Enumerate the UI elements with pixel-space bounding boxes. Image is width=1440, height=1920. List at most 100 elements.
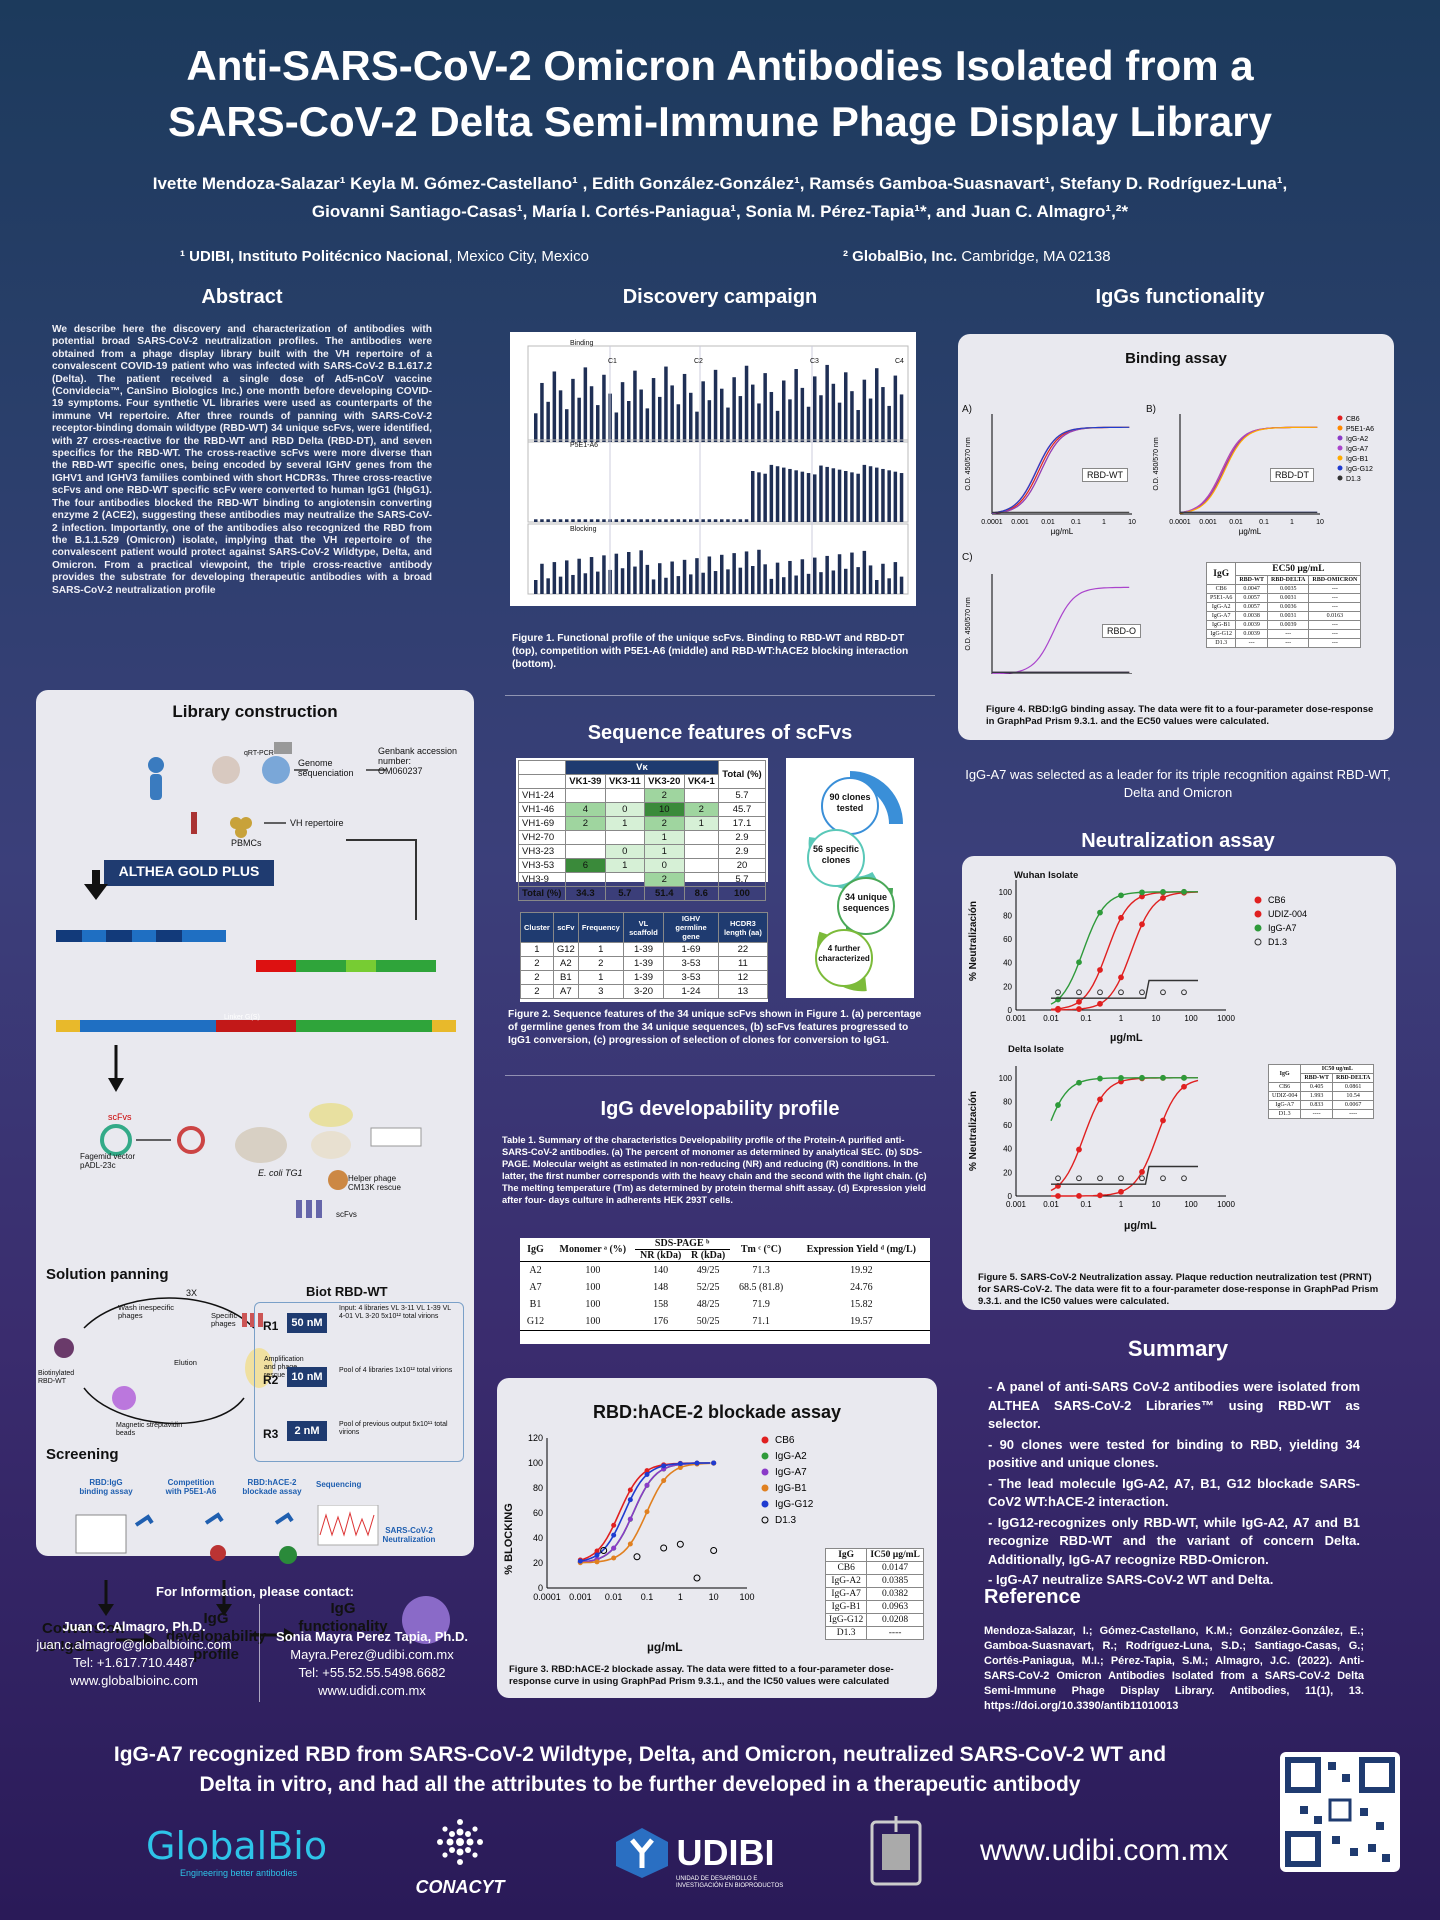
discovery-bar <box>720 388 724 442</box>
neutralization-ic-row-cell: ---- <box>1300 1109 1333 1119</box>
blockade-ic-row-cell: 0.0147 <box>866 1561 924 1575</box>
germline-row-cell <box>604 872 645 887</box>
discovery-bar <box>763 373 767 442</box>
developability-row-cell: 100 <box>585 1282 601 1293</box>
discovery-bar <box>689 519 693 522</box>
discovery-bar <box>565 409 569 442</box>
developability-row-cell: 71.9 <box>752 1299 770 1310</box>
udibi-subtitle: UNIDAD DE DESARROLLO E INVESTIGACIÓN EN … <box>676 1876 784 1889</box>
contact-1-web[interactable]: www.globalbioinc.com <box>70 1673 198 1688</box>
germline-table: Vκ Total (%) VK1-39 VK3-11 VK3-20 VK4-1 V… <box>518 760 767 901</box>
binding-legend-marker <box>1337 475 1343 481</box>
binding-curve <box>991 426 1130 514</box>
germline-row-cell: 6 <box>565 858 606 873</box>
ec50-row-cell: CB6 <box>1205 584 1237 594</box>
discovery-bar <box>713 571 718 594</box>
developability-row-cell: 50/25 <box>686 1313 730 1331</box>
dev-col-nr: NR (kDa) <box>639 1250 682 1261</box>
discovery-bar <box>577 558 581 594</box>
discovery-bar <box>782 467 786 522</box>
discovery-bar <box>806 473 811 522</box>
ec50-row: D1.3 --- --- --- <box>1205 638 1362 648</box>
cluster-row-cell: 11 <box>717 956 769 971</box>
discovery-bar <box>658 519 662 522</box>
ec50-row-cell: P5E1-A6 <box>1205 593 1237 603</box>
discovery-bar <box>627 519 631 522</box>
vero-cell-icon <box>402 1596 450 1644</box>
neut-point <box>1160 989 1166 996</box>
ec50-row-cell: IgG-B1 <box>1205 620 1237 630</box>
col-total: Total (%) <box>717 760 767 789</box>
germline-row-cell <box>565 788 606 803</box>
neut-legend-marker <box>1254 910 1262 918</box>
developability-row-cell: A2 <box>529 1265 542 1276</box>
cluster-row-cell: 2 <box>520 956 554 971</box>
cluster-row-cell: A7 <box>552 984 579 999</box>
germline-row: VH1-24 2 5.7 <box>518 788 767 803</box>
udibi-website[interactable]: www.udibi.com.mx <box>980 1834 1229 1867</box>
contact-2-email[interactable]: Mayra.Perez@udibi.com.mx <box>290 1647 454 1662</box>
qr-code-icon <box>1285 1757 1395 1867</box>
discovery-bar <box>596 571 600 594</box>
ec50-row-cell: --- <box>1308 638 1362 648</box>
neut-point <box>1076 1175 1082 1182</box>
discovery-bar <box>732 519 736 522</box>
summary-item: A panel of anti-SARS CoV-2 antibodies we… <box>988 1378 1360 1434</box>
discovery-bar <box>565 519 569 522</box>
blockade-y-tick: 80 <box>533 1483 543 1493</box>
germline-row-cell: 2.9 <box>717 830 767 845</box>
cluster-table: Cluster scFv Frequency VL scaffold IGHV germ… <box>520 912 769 999</box>
germline-table-box: Vκ Total (%) VK1-39 VK3-11 VK3-20 VK4-1 V… <box>516 758 768 901</box>
developability-row-cell: 100 <box>550 1313 635 1331</box>
binding-x-tick: 0.0001 <box>981 519 1003 526</box>
discovery-bar <box>645 519 650 522</box>
affiliation-1-place: , Mexico City, Mexico <box>448 248 589 265</box>
blockade-y-tick: 20 <box>533 1558 543 1568</box>
discovery-bar <box>868 565 873 594</box>
blockade-curve <box>580 1462 711 1564</box>
developability-row-cell: 19.92 <box>850 1265 873 1276</box>
contact-2-web[interactable]: www.udidi.com.mx <box>318 1683 426 1698</box>
neutralization-ic-row: IgG-A7 0.833 0.0067 <box>1267 1100 1375 1110</box>
germline-row-cell: 1 <box>683 816 719 831</box>
discovery-bar <box>844 372 848 442</box>
discovery-bar <box>813 474 817 522</box>
qr-code[interactable] <box>1280 1752 1400 1872</box>
discovery-bar <box>664 577 668 594</box>
neut-point <box>1076 998 1082 1005</box>
neut-curve <box>1051 1165 1198 1185</box>
contact-1-email[interactable]: juan.c.almagro@globalbioinc.com <box>36 1637 232 1652</box>
discovery-bar <box>899 394 904 442</box>
cluster-row-cell: 3-53 <box>663 970 719 985</box>
udibi-emblem-icon <box>616 1828 668 1878</box>
discovery-bar <box>583 519 588 522</box>
beads-icon <box>112 1386 136 1410</box>
blockade-point <box>661 1463 667 1469</box>
germline-row-cell: 100 <box>717 886 767 901</box>
neut-point <box>1055 1175 1061 1182</box>
discovery-bar <box>856 473 860 522</box>
biotin-rbd-icon <box>54 1338 74 1358</box>
abstract-heading: Abstract <box>201 286 283 308</box>
blockade-ic-row-cell: D1.3 <box>824 1626 868 1640</box>
discovery-bar <box>850 472 854 522</box>
discovery-bar <box>707 519 712 522</box>
ec50-table: IgG EC50 µg/mL RBD-WT RBD-DELTA RBD-OMICRON… <box>1205 562 1362 648</box>
discovery-bar <box>577 397 581 442</box>
developability-caption: Table 1. Summary of the characteristics … <box>502 1135 927 1205</box>
discovery-bar <box>844 568 848 594</box>
panning-heading: Solution panning <box>46 1266 169 1283</box>
germline-row-cell: 0 <box>643 858 685 873</box>
discovery-bar <box>620 568 625 594</box>
discovery-bar <box>775 562 780 594</box>
discovery-bar <box>850 552 854 594</box>
discovery-bar <box>887 578 891 594</box>
cluster-row-cell: 13 <box>717 984 769 999</box>
discovery-bar <box>819 572 823 594</box>
discovery-bar <box>726 569 730 594</box>
germline-row-cell: 8.6 <box>683 886 719 901</box>
title-line-2: SARS-CoV-2 Delta Semi-Immune Phage Displ… <box>168 98 1272 145</box>
discovery-bar <box>720 554 724 594</box>
blockade-ic-row-cell: ---- <box>866 1626 924 1640</box>
neut-point <box>1097 967 1103 973</box>
